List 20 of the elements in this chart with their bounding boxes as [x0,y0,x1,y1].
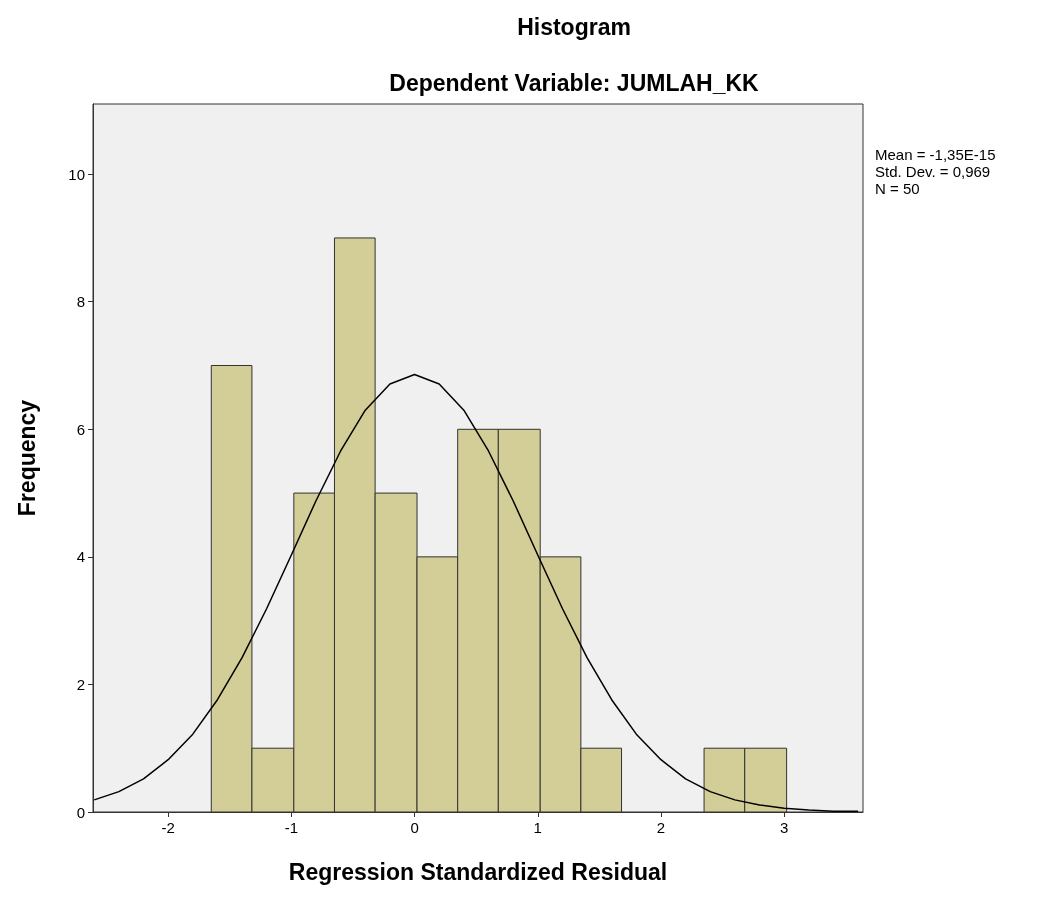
y-tick-label: 6 [76,420,85,438]
chart-subtitle: Dependent Variable: JUMLAH_KK [389,69,760,96]
x-tick-label: -1 [284,819,299,836]
text: N = 50 [875,180,920,197]
x-tick-label: 0 [410,819,419,836]
text: Mean = -1,35E-15 [875,146,996,163]
chart-title: Histogram [517,13,631,40]
y-tick-label: 8 [76,293,85,311]
x-tick-label: 1 [533,819,542,836]
y-axis-title: Frequency [13,399,40,517]
x-tick-label: 2 [656,819,666,836]
x-axis-title: Regression Standardized Residual [288,858,668,885]
x-tick-label: 3 [779,819,789,836]
line-series [93,373,859,813]
text: Std. Dev. = 0,969 [875,163,991,180]
y-tick-label: 2 [76,675,85,693]
y-tick-label: 10 [68,165,85,183]
y-tick-label: 4 [76,548,85,566]
y-tick-label: 0 [76,803,85,821]
x-tick-label: -2 [161,819,175,836]
